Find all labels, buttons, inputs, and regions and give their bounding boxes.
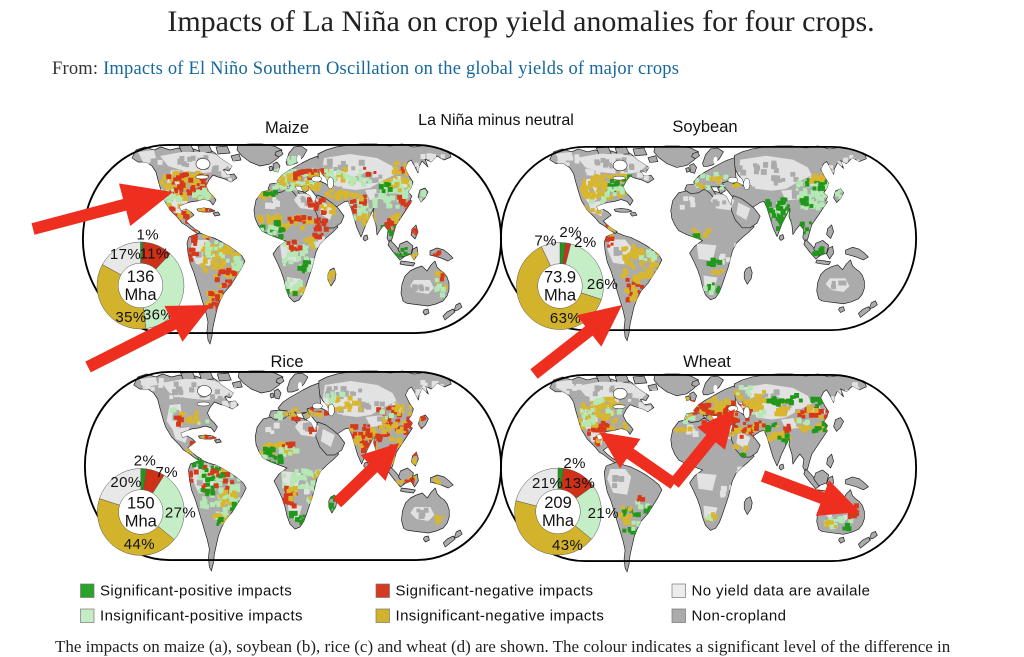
svg-text:Rice: Rice — [270, 353, 303, 371]
svg-text:27%: 27% — [165, 505, 196, 522]
svg-text:20%: 20% — [110, 474, 141, 491]
svg-text:Maize: Maize — [265, 119, 309, 137]
svg-text:7%: 7% — [534, 232, 556, 249]
svg-text:2%: 2% — [134, 453, 156, 470]
svg-text:No yield data are availale: No yield data are availale — [692, 583, 871, 600]
svg-text:Insignificant-negative impacts: Insignificant-negative impacts — [396, 608, 605, 625]
svg-text:21%: 21% — [532, 475, 563, 492]
svg-text:43%: 43% — [552, 537, 583, 554]
svg-text:44%: 44% — [124, 536, 155, 553]
svg-text:26%: 26% — [587, 276, 618, 293]
svg-text:Soybean: Soybean — [672, 118, 737, 136]
svg-text:2%: 2% — [563, 455, 585, 472]
svg-text:11%: 11% — [140, 245, 170, 262]
svg-text:1%: 1% — [136, 227, 158, 244]
svg-text:Mha: Mha — [124, 286, 157, 304]
svg-text:Mha: Mha — [542, 512, 575, 530]
svg-text:7%: 7% — [155, 464, 177, 481]
svg-text:Non-cropland: Non-cropland — [692, 608, 787, 625]
svg-text:Mha: Mha — [544, 287, 577, 305]
svg-text:73.9: 73.9 — [544, 269, 576, 287]
svg-text:2%: 2% — [559, 224, 581, 241]
svg-text:13%: 13% — [564, 475, 595, 492]
svg-text:35%: 35% — [115, 309, 146, 326]
svg-text:Insignificant-positive impacts: Insignificant-positive impacts — [100, 608, 303, 625]
svg-text:21%: 21% — [588, 505, 619, 522]
svg-text:63%: 63% — [550, 310, 581, 327]
svg-text:La Niña minus neutral: La Niña minus neutral — [418, 112, 574, 129]
svg-text:209: 209 — [544, 494, 572, 512]
svg-text:136: 136 — [127, 268, 155, 286]
svg-text:17%: 17% — [110, 246, 141, 263]
svg-text:2%: 2% — [574, 234, 596, 251]
svg-text:Significant-positive impacts: Significant-positive impacts — [100, 583, 292, 600]
svg-text:Wheat: Wheat — [683, 353, 731, 371]
svg-text:Mha: Mha — [125, 513, 158, 531]
svg-text:36%: 36% — [143, 306, 174, 323]
svg-text:150: 150 — [127, 495, 155, 513]
svg-text:Significant-negative impacts: Significant-negative impacts — [396, 583, 594, 600]
